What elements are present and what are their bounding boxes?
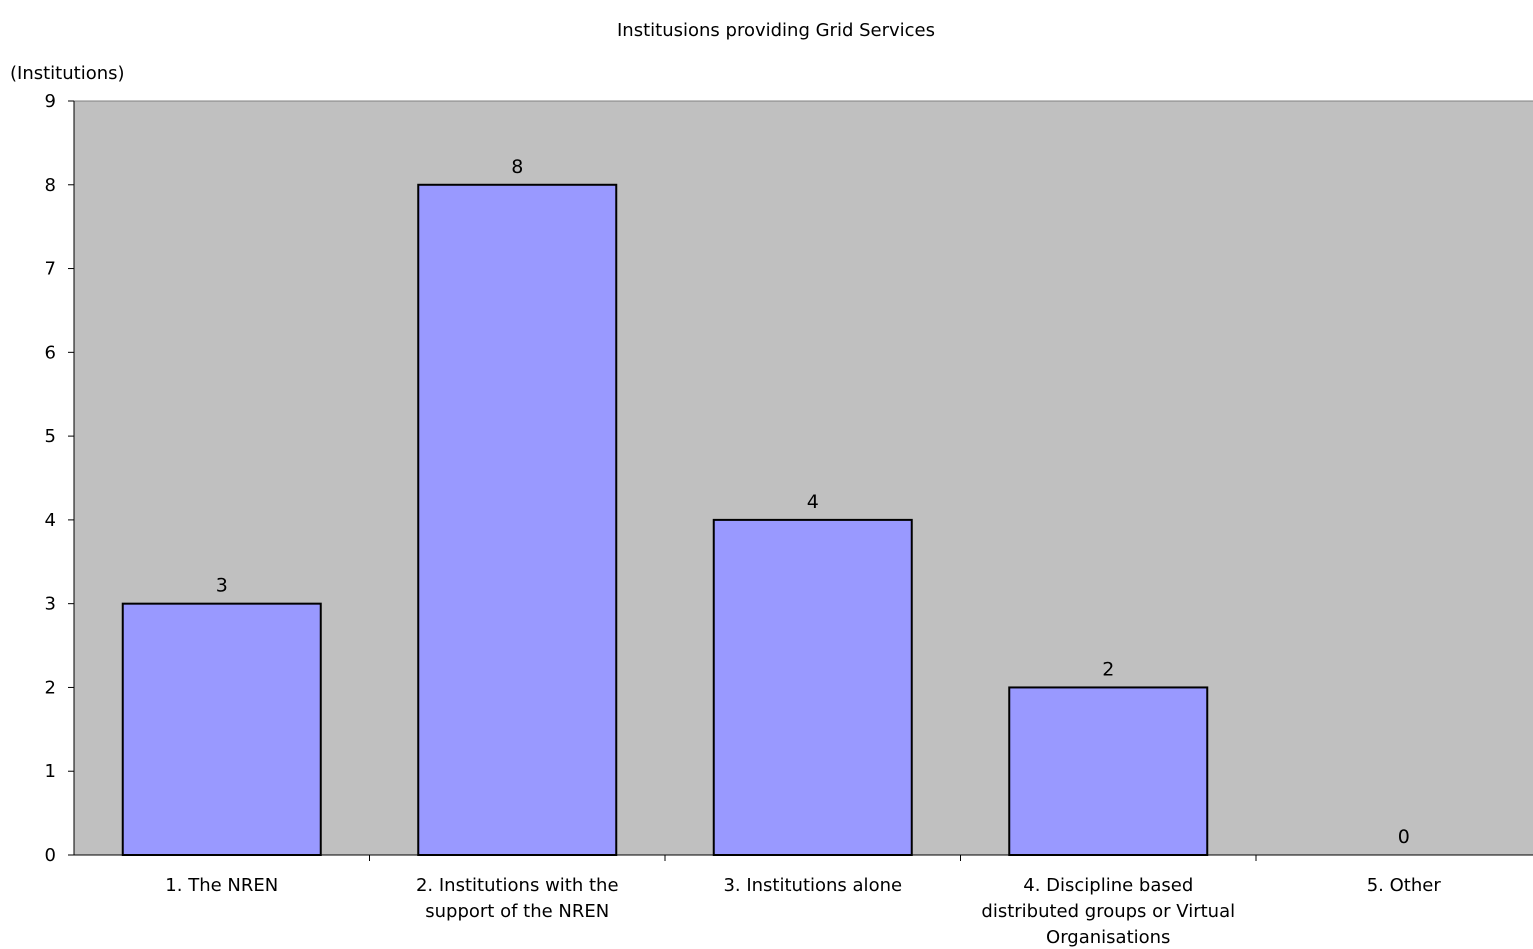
y-tick-label: 3: [45, 594, 56, 615]
labels-layer: 3 1. The NREN 8 2. Institutions with the sup…: [45, 91, 1442, 948]
data-label: 2: [1102, 658, 1114, 680]
y-tick-label: 0: [45, 845, 56, 866]
y-tick-label: 7: [45, 259, 56, 280]
y-tick-label: 6: [45, 342, 56, 363]
y-tick-label: 2: [45, 677, 56, 698]
x-tick-label: Organisations: [1046, 927, 1170, 948]
y-tick-label: 4: [45, 510, 56, 531]
bar: [712, 518, 913, 857]
x-tick-label: support of the NREN: [425, 901, 609, 922]
bar: [417, 183, 618, 856]
x-tick-label: 1. The NREN: [165, 875, 278, 896]
x-tick-label: 4. Discipline based: [1023, 875, 1193, 896]
y-tick-label: 8: [45, 175, 56, 196]
x-tick-label: 5. Other: [1367, 875, 1442, 896]
x-tick-label: 2. Institutions with the: [416, 875, 619, 896]
data-label: 3: [216, 575, 228, 597]
bar: [1008, 686, 1209, 857]
y-axis-label: (Institutions): [10, 63, 125, 84]
y-tick-label: 5: [45, 426, 56, 447]
axes-layer: [68, 100, 1533, 861]
y-tick-label: 9: [45, 91, 56, 112]
chart-title: Institusions providing Grid Services: [617, 20, 935, 41]
data-label: 0: [1398, 826, 1410, 848]
data-label: 4: [807, 491, 819, 513]
y-tick-label: 1: [45, 761, 56, 782]
bar: [121, 602, 322, 857]
x-tick-label: 3. Institutions alone: [723, 875, 902, 896]
x-tick-label: distributed groups or Virtual: [981, 901, 1235, 922]
data-label: 8: [511, 156, 523, 178]
